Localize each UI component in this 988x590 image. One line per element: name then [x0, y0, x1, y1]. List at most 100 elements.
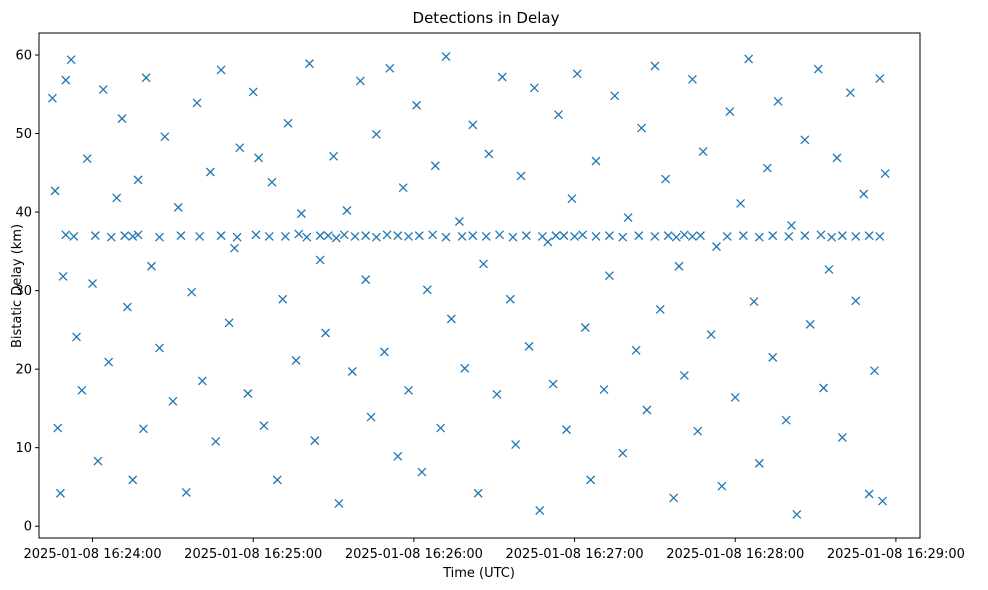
data-point — [832, 153, 842, 163]
data-point — [342, 206, 352, 215]
data-point — [578, 230, 588, 240]
data-point — [112, 193, 122, 203]
data-point — [784, 231, 794, 241]
data-point — [224, 318, 234, 328]
data-point — [495, 230, 505, 240]
data-point — [824, 264, 834, 274]
data-point — [744, 54, 754, 64]
data-point — [768, 352, 778, 362]
data-point — [736, 198, 746, 208]
data-point — [176, 231, 186, 241]
data-point — [88, 279, 98, 288]
data-point — [302, 232, 312, 242]
data-point — [631, 345, 641, 355]
data-point — [712, 242, 721, 252]
data-point — [567, 194, 577, 204]
data-point — [864, 231, 874, 241]
data-point — [128, 231, 138, 241]
data-point — [168, 396, 178, 406]
data-point — [787, 220, 796, 230]
data-point — [562, 425, 571, 435]
data-point — [104, 357, 114, 367]
data-point — [529, 83, 539, 93]
data-point — [366, 412, 376, 422]
data-point — [738, 231, 748, 241]
data-point — [379, 347, 389, 357]
data-point — [398, 183, 408, 193]
data-point — [197, 376, 207, 386]
data-point — [329, 151, 339, 161]
y-tick-label: 30 — [15, 284, 32, 299]
data-point — [599, 385, 609, 395]
data-point — [535, 506, 545, 515]
data-point — [687, 231, 697, 241]
data-point — [864, 489, 874, 499]
data-point — [310, 436, 320, 446]
data-point — [120, 231, 130, 241]
data-point — [128, 475, 138, 485]
data-point — [66, 55, 76, 65]
data-point — [749, 297, 759, 307]
data-point — [414, 231, 424, 241]
data-point — [69, 231, 79, 241]
data-point — [524, 341, 534, 351]
data-point — [385, 63, 395, 73]
y-tick-label: 60 — [15, 48, 32, 63]
data-point — [460, 363, 470, 373]
data-point — [773, 96, 783, 106]
data-point — [551, 231, 561, 241]
data-point — [192, 98, 202, 108]
data-point — [768, 231, 778, 241]
data-point — [604, 231, 614, 241]
data-point — [725, 107, 735, 116]
data-point — [296, 209, 306, 219]
data-point — [484, 149, 494, 159]
data-point — [55, 488, 65, 498]
data-point — [232, 232, 242, 242]
data-point — [72, 332, 81, 342]
x-tick-label: 2025-01-08 16:24:00 — [24, 547, 162, 562]
data-point — [147, 261, 156, 271]
data-point — [404, 231, 413, 241]
data-point — [216, 231, 226, 241]
x-tick-label: 2025-01-08 16:27:00 — [506, 547, 644, 562]
data-point — [441, 52, 451, 62]
data-point — [663, 231, 673, 241]
data-point — [339, 230, 349, 240]
data-point — [669, 493, 679, 503]
data-point — [61, 75, 71, 85]
data-point — [618, 448, 628, 458]
data-point — [216, 65, 226, 75]
data-point — [586, 475, 596, 485]
data-point — [813, 64, 823, 74]
data-point — [446, 314, 456, 324]
data-point — [243, 389, 253, 398]
data-point — [61, 230, 71, 240]
data-point — [50, 186, 60, 196]
data-point — [580, 323, 590, 332]
data-point — [93, 456, 103, 466]
data-point — [283, 118, 293, 128]
data-point — [851, 296, 861, 306]
data-point — [695, 231, 705, 241]
data-point — [878, 496, 887, 506]
data-point — [264, 231, 274, 241]
data-point — [481, 231, 491, 241]
x-axis: 2025-01-08 16:24:00 2025-01-08 16:25:00 20… — [24, 538, 965, 562]
data-point — [754, 232, 764, 242]
data-point — [106, 232, 116, 242]
data-point — [321, 328, 330, 338]
data-point — [816, 230, 826, 240]
data-point — [350, 231, 360, 241]
data-point — [781, 415, 791, 425]
data-point — [693, 426, 703, 436]
data-point — [98, 85, 108, 95]
data-point — [687, 74, 697, 84]
y-axis: 0 10 20 30 40 50 60 — [15, 48, 39, 535]
data-point — [155, 343, 164, 353]
data-point — [393, 451, 403, 461]
data-point — [492, 389, 502, 399]
data-point — [479, 259, 488, 269]
data-point — [361, 275, 371, 285]
